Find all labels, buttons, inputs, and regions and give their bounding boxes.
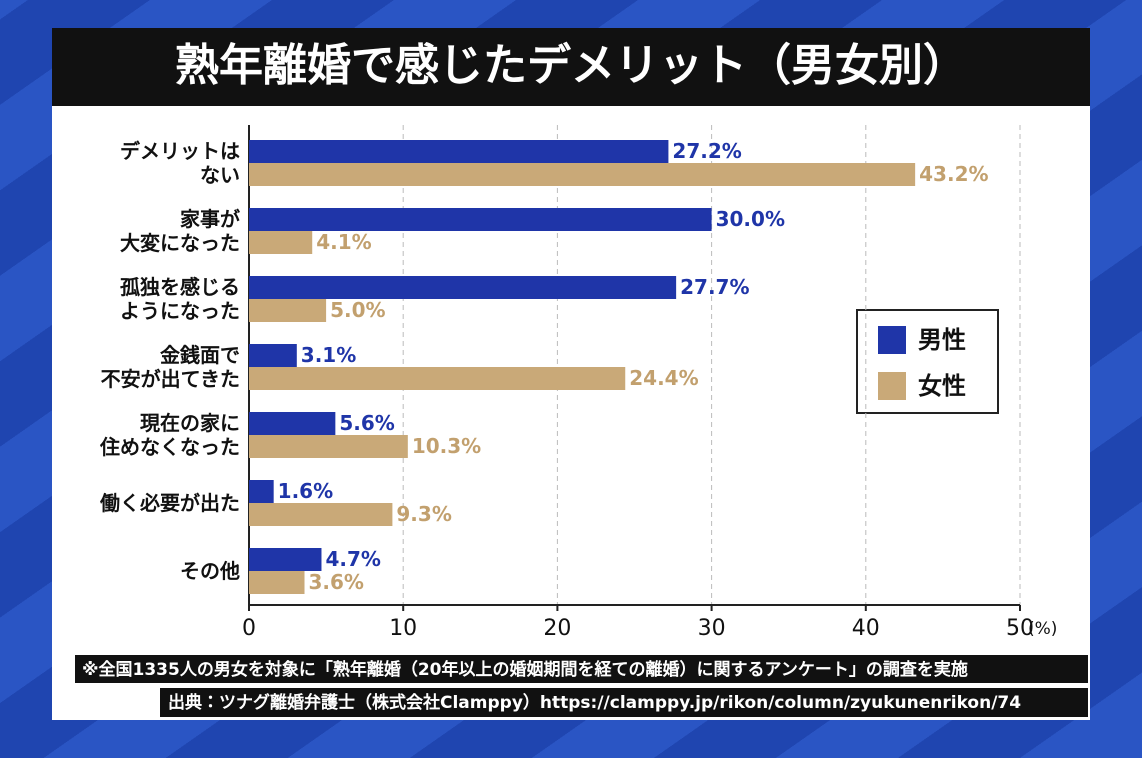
value-label: 43.2% — [919, 162, 988, 186]
bar — [249, 208, 712, 231]
bar — [249, 299, 327, 322]
chart-title: 熟年離婚で感じたデメリット（男女別） — [175, 40, 967, 91]
bar — [249, 231, 313, 254]
bar — [249, 276, 677, 299]
category-label: 家事が 大変になった — [120, 207, 240, 255]
value-label: 3.1% — [301, 343, 356, 367]
category-label: 現在の家に 住めなくなった — [100, 411, 240, 459]
category-label: 金銭面で 不安が出てきた — [100, 343, 240, 391]
x-tick-label: 20 — [543, 616, 571, 641]
legend-swatch — [878, 326, 906, 354]
note: ※全国1335人の男女を対象に「熟年離婚（20年以上の婚姻期間を経ての離婚）に関… — [82, 659, 968, 680]
bar — [249, 367, 626, 390]
value-label: 4.1% — [316, 230, 371, 254]
category-label: 孤独を感じる ようになった — [120, 275, 240, 323]
bar — [249, 503, 393, 526]
value-label: 1.6% — [278, 479, 333, 503]
x-tick-label: 40 — [852, 616, 880, 641]
note-bar — [75, 655, 1088, 683]
category-label: 働く必要が出た — [100, 491, 240, 515]
category-label: デメリットは ない — [120, 139, 240, 187]
value-label: 27.7% — [680, 275, 749, 299]
value-label: 10.3% — [412, 434, 481, 458]
value-label: 24.4% — [629, 366, 698, 390]
bar — [249, 548, 322, 571]
x-tick-label: 50 — [1006, 616, 1034, 641]
legend-label: 男性 — [918, 326, 966, 354]
value-label: 5.0% — [330, 298, 385, 322]
bar — [249, 163, 916, 186]
value-label: 4.7% — [325, 547, 380, 571]
x-tick-label: 10 — [389, 616, 417, 641]
bar — [249, 435, 408, 458]
source: 出典：ツナグ離婚弁護士（株式会社Clamppy）https://clamppy.… — [168, 692, 1021, 713]
value-label: 27.2% — [672, 139, 741, 163]
legend-swatch — [878, 372, 906, 400]
category-label: その他 — [180, 559, 240, 583]
value-label: 9.3% — [396, 502, 451, 526]
legend-box — [856, 309, 999, 414]
value-label: 3.6% — [309, 570, 364, 594]
bar — [249, 571, 305, 594]
title-bar — [52, 28, 1090, 106]
legend-label: 女性 — [918, 372, 966, 400]
bar — [249, 344, 297, 367]
bar — [249, 412, 336, 435]
x-unit: (%) — [1028, 619, 1057, 639]
x-tick-label: 0 — [242, 616, 256, 641]
bar — [249, 140, 669, 163]
x-tick-label: 30 — [698, 616, 726, 641]
source-bar — [160, 688, 1088, 717]
bar — [249, 480, 274, 503]
value-label: 5.6% — [339, 411, 394, 435]
value-label: 30.0% — [716, 207, 785, 231]
